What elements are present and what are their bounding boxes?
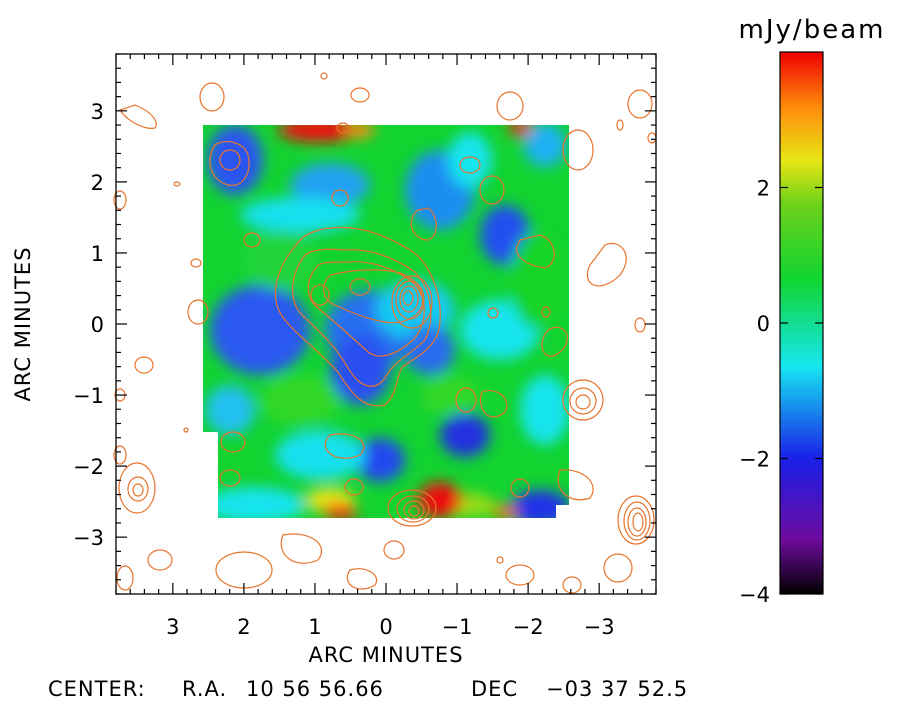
ra-label: R.A. [182, 677, 227, 701]
center-coordinates: CENTER: R.A. 10 56 56.66 DEC −03 37 52.5 [48, 677, 688, 701]
y-tick-label: −3 [73, 526, 104, 550]
heatmap-map [203, 125, 569, 518]
y-axis-title: ARC MINUTES [11, 246, 35, 401]
ra-value: 10 56 56.66 [246, 677, 384, 701]
contour-lines [113, 72, 657, 594]
dec-label: DEC [471, 677, 518, 701]
x-tick-label: 2 [237, 615, 250, 639]
y-tick-label: −2 [73, 455, 104, 479]
x-tick-label: −1 [442, 615, 473, 639]
y-tick-label: 2 [91, 171, 104, 195]
colorbar-title: mJy/beam [739, 15, 886, 45]
axis-ticks [115, 53, 657, 595]
colorbar-tick-label: 0 [757, 312, 770, 336]
colorbar-tick-label: −2 [739, 448, 770, 472]
colorbar-tick-label: −4 [739, 583, 770, 607]
y-tick-label: 3 [91, 100, 104, 124]
x-tick-label: −3 [584, 615, 615, 639]
center-label: CENTER: [48, 677, 146, 701]
x-tick-labels: 3 2 1 0 −1 −2 −3 [166, 615, 614, 639]
y-tick-label: −1 [73, 384, 104, 408]
y-tick-label: 1 [91, 242, 104, 266]
dec-value: −03 37 52.5 [546, 677, 688, 701]
y-tick-label: 0 [91, 313, 104, 337]
x-tick-label: 0 [379, 615, 392, 639]
colorbar-tick-labels: 2 0 −2 −4 [739, 177, 770, 608]
colorbar-ticks [780, 186, 823, 595]
colorbar: mJy/beam 2 0 −2 −4 [739, 15, 886, 608]
x-axis-title: ARC MINUTES [308, 643, 463, 667]
x-tick-label: 1 [308, 615, 321, 639]
y-tick-labels: 3 2 1 0 −1 −2 −3 [73, 100, 104, 550]
x-tick-label: 3 [166, 615, 179, 639]
x-tick-label: −2 [513, 615, 544, 639]
colorbar-tick-label: 2 [757, 177, 770, 201]
